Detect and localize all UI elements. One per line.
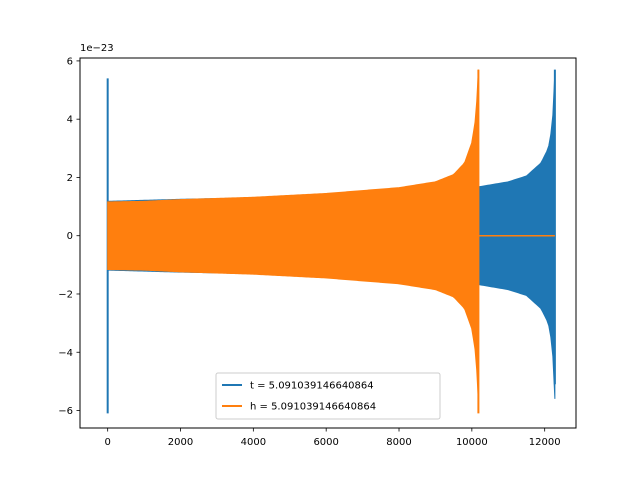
y-tick-label: 6 bbox=[67, 56, 73, 67]
legend-label-1: h = 5.091039146640864 bbox=[250, 402, 376, 413]
legend[interactable]: t = 5.091039146640864 h = 5.0910391466408… bbox=[215, 372, 441, 420]
plot-data bbox=[106, 69, 556, 414]
y-tick-label: 4 bbox=[67, 115, 73, 126]
x-tick-label: 4000 bbox=[241, 437, 266, 448]
y-tick-label: −2 bbox=[58, 289, 73, 300]
x-tick-label: 2000 bbox=[168, 437, 193, 448]
x-tick-label: 0 bbox=[104, 437, 110, 448]
axes-frame bbox=[79, 57, 577, 429]
y-tick-label: −4 bbox=[58, 348, 73, 359]
y-tick-label: −6 bbox=[58, 406, 73, 417]
x-tick-label: 12000 bbox=[529, 437, 561, 448]
x-axis: 0 2000 4000 6000 8000 10000 12000 bbox=[104, 428, 561, 448]
legend-label-0: t = 5.091039146640864 bbox=[250, 381, 374, 392]
x-tick-label: 6000 bbox=[313, 437, 338, 448]
series-1 bbox=[107, 69, 555, 414]
x-tick-label: 8000 bbox=[386, 437, 411, 448]
y-tick-label: 0 bbox=[67, 231, 73, 242]
y-tick-label: 2 bbox=[67, 173, 73, 184]
y-offset-label: 1e−23 bbox=[80, 43, 114, 54]
y-axis: −6 −4 −2 0 2 4 6 bbox=[58, 56, 80, 417]
legend-box bbox=[215, 372, 441, 420]
x-tick-label: 10000 bbox=[456, 437, 488, 448]
